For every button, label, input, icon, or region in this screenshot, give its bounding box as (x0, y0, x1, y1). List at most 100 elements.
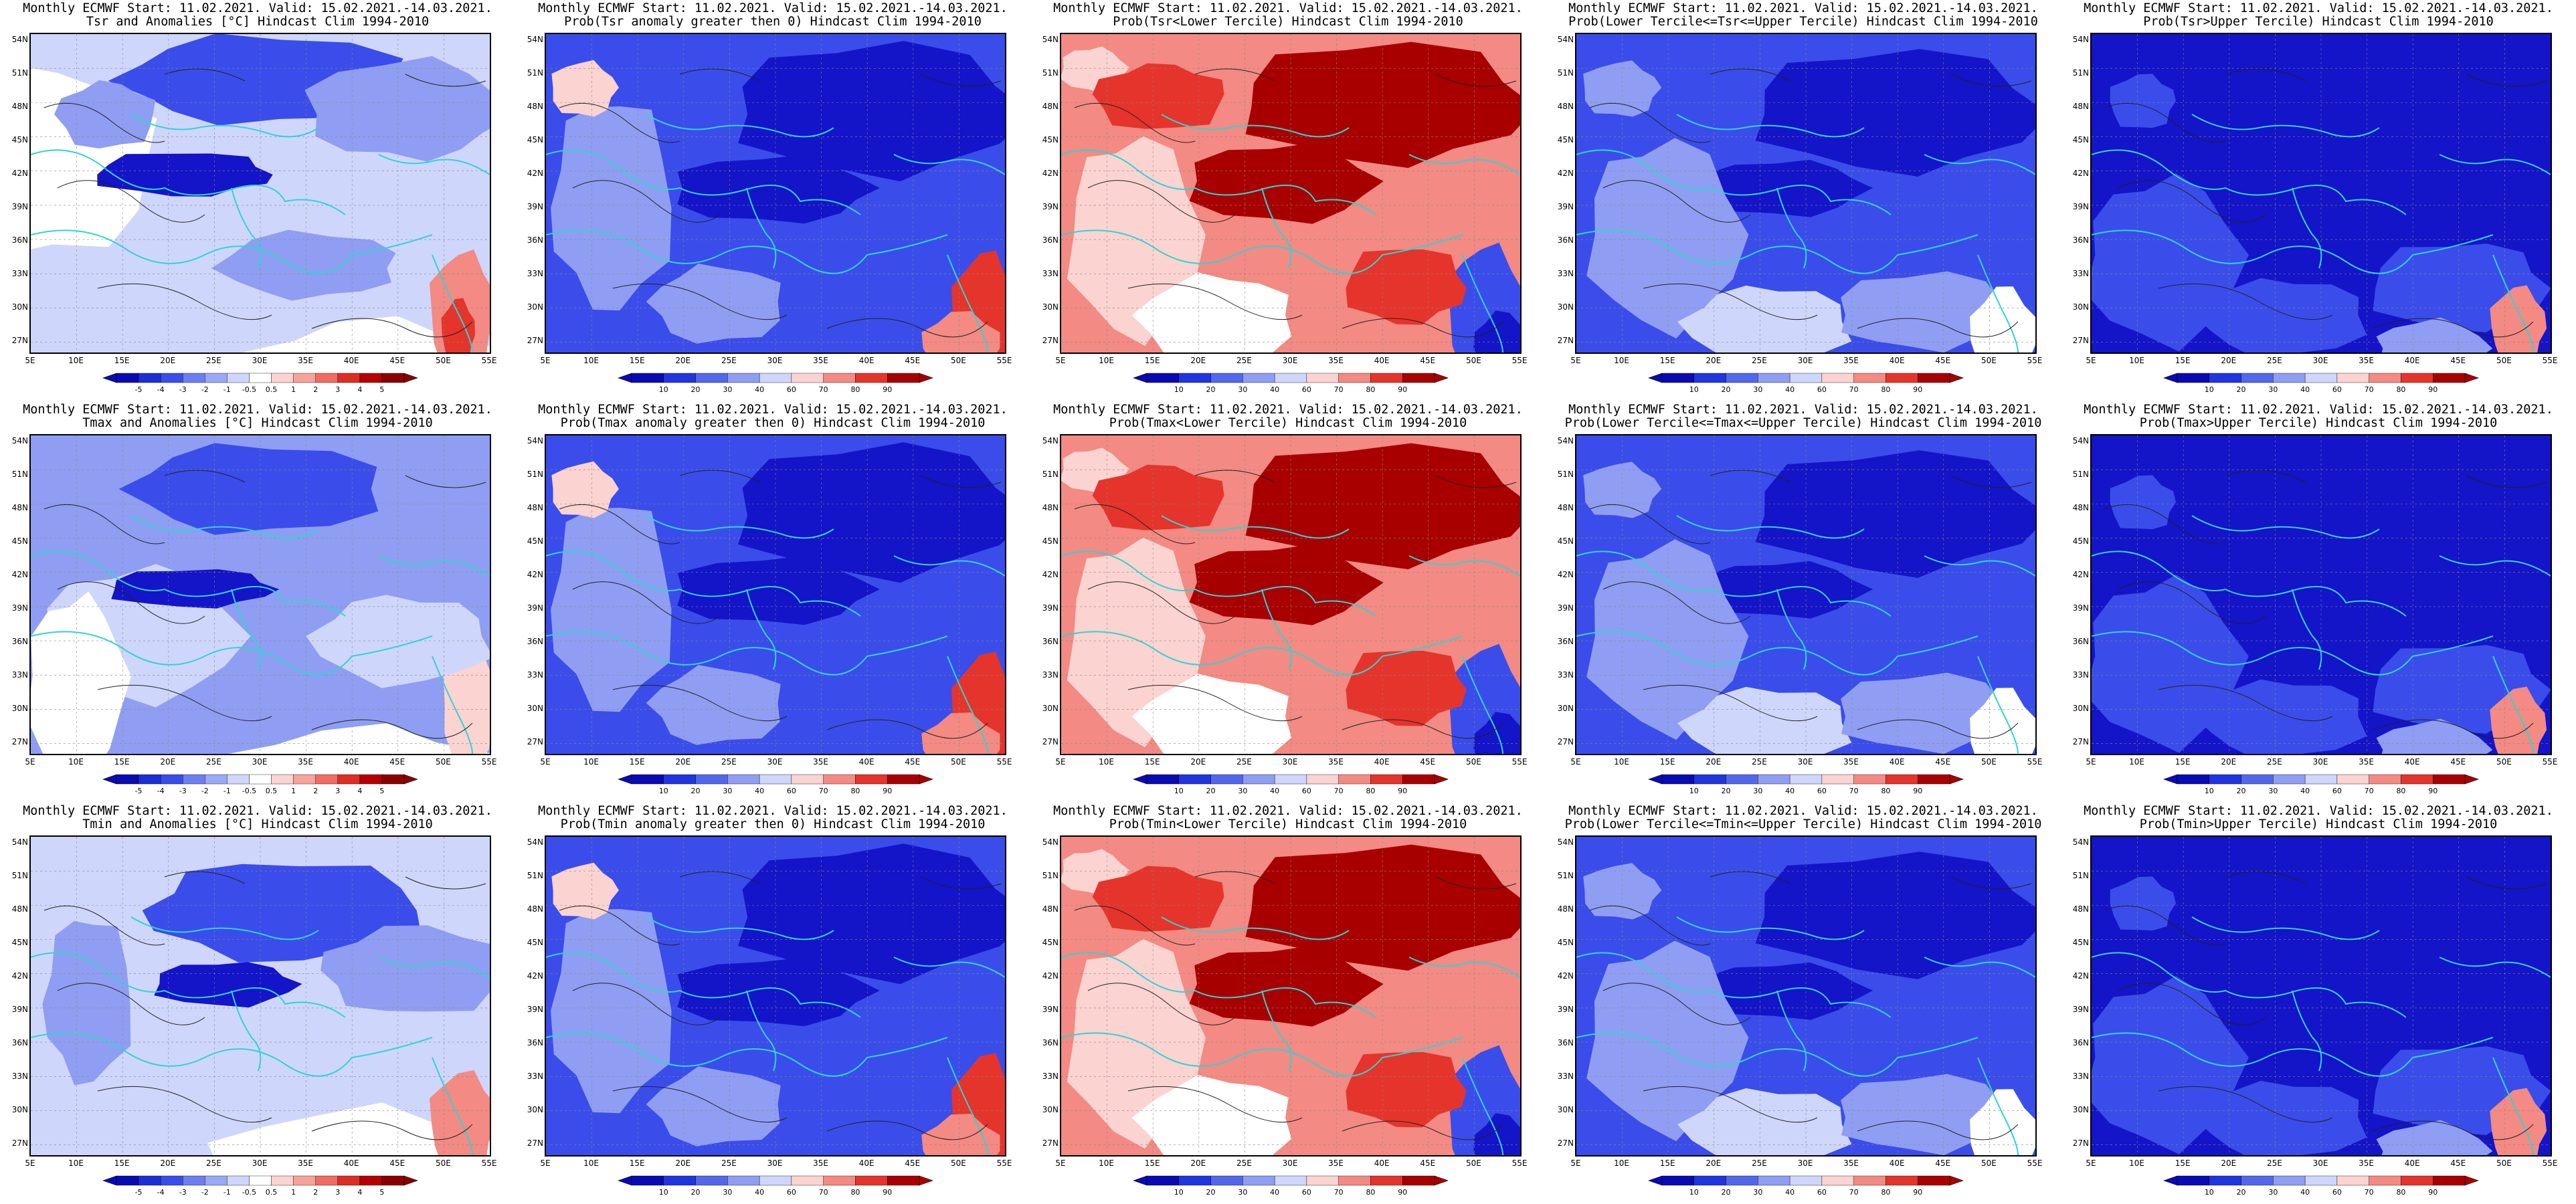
colorbar-tick-label: 4 (357, 1188, 363, 1197)
colorbar-swatch (2401, 1175, 2433, 1186)
anomaly-region (677, 556, 880, 625)
colorbar-swatch (1146, 774, 1179, 785)
latitude-label: 36N (11, 235, 28, 245)
longitude-label: 20E (1706, 1159, 1722, 1168)
anomaly-region (1583, 462, 1662, 518)
anomaly-region (1092, 464, 1224, 530)
anomaly-region (778, 722, 913, 754)
longitude-label: 40E (1889, 1159, 1905, 1168)
colorbar-tick-label: 0.5 (265, 385, 278, 394)
contour-line (559, 102, 680, 143)
colorbar-tick-label: 40 (1270, 1188, 1280, 1197)
latitude-label: 48N (1557, 904, 1574, 914)
longitude-label: 40E (343, 356, 359, 365)
colorbar-swatch (2177, 373, 2209, 383)
colorbar-swatch (791, 1175, 824, 1186)
coastline (432, 1057, 473, 1155)
latitude-label: 30N (1557, 704, 1574, 713)
anomaly-region (1131, 1075, 1292, 1155)
forecast-map (29, 835, 491, 1157)
coastline (231, 990, 262, 1072)
latitude-label: 33N (11, 670, 28, 680)
longitude-label: 10E (1099, 356, 1115, 365)
coastline (893, 154, 1005, 175)
colorbar-swatch (1243, 373, 1275, 383)
colorbar-swatch (1918, 774, 1950, 785)
longitude-label: 40E (2404, 757, 2420, 767)
colorbar-graphic (1133, 774, 1449, 785)
contour-line (679, 68, 761, 82)
longitude-label: 45E (905, 356, 921, 365)
latitude-label: 51N (527, 871, 543, 880)
contour-line (1950, 475, 2032, 488)
colorbar-swatch (183, 774, 205, 785)
panel-title-line1: Monthly ECMWF Start: 11.02.2021. Valid: … (1053, 804, 1523, 818)
latitude-label: 30N (11, 1105, 28, 1114)
colorbar-swatch (823, 1175, 856, 1186)
longitude-label: 20E (675, 1159, 691, 1168)
colorbar-swatch (160, 1175, 183, 1186)
colorbar-arrow-left (1648, 774, 1663, 785)
anomaly-region (242, 316, 490, 353)
longitude-label: 30E (2312, 1159, 2328, 1168)
latitude-label: 51N (527, 470, 543, 479)
longitude-label: 50E (2496, 356, 2512, 365)
latitude-label: 33N (11, 269, 28, 278)
colorbar-swatch (337, 774, 361, 785)
colorbar-swatch (631, 774, 664, 785)
latitude-label: 42N (1042, 971, 1059, 981)
colorbar-tick-label: 40 (755, 385, 765, 394)
longitude-label: 30E (2312, 356, 2328, 365)
contour-line (2466, 876, 2547, 890)
latitude-label: 45N (11, 536, 28, 546)
colorbar-tick-label: 10 (2204, 787, 2214, 795)
longitude-label: 40E (343, 757, 359, 767)
colorbar-tick-label: 90 (1398, 787, 1408, 795)
latitude-label: 54N (1042, 35, 1059, 44)
colorbar-tick-label: 70 (1333, 1188, 1344, 1197)
anomaly-region (551, 909, 672, 1114)
anomaly-region (228, 723, 490, 754)
map-canvas (546, 435, 1005, 754)
latitude-label: 48N (1557, 102, 1574, 111)
colorbar-tick-label: 70 (818, 385, 828, 394)
longitude-label: 15E (629, 356, 645, 365)
latitude-label: 54N (11, 35, 28, 44)
colorbar-swatch (1146, 373, 1179, 383)
colorbar-arrow-left (2163, 774, 2178, 785)
longitude-label: 30E (2312, 757, 2328, 767)
contour-line (1074, 102, 1196, 143)
contour-line (826, 719, 988, 739)
longitude-label: 15E (1144, 356, 1160, 365)
longitude-label: 10E (1099, 1159, 1115, 1168)
colorbar-tick-label: 90 (2428, 385, 2438, 394)
colorbar-graphic (1648, 774, 1964, 785)
latitude-label: 54N (1042, 436, 1059, 445)
latitude-label: 51N (11, 68, 28, 78)
colorbar-tick-label: 40 (1785, 1188, 1795, 1197)
coastline (31, 149, 346, 215)
colorbar-swatch (205, 373, 227, 383)
coastline (2092, 149, 2407, 215)
colorbar-swatch (315, 373, 338, 383)
panel-title-line2: Tmin and Anomalies [°C] Hindcast Clim 19… (82, 817, 433, 831)
colorbar-tick-label: 80 (1881, 1188, 1891, 1197)
longitude-label: 25E (1751, 757, 1767, 767)
colorbar-tick-label: 40 (2300, 1188, 2310, 1197)
colorbar-tick-label: 60 (1817, 1188, 1827, 1197)
colorbar-swatch (1789, 1175, 1823, 1186)
latitude-label: 30N (2072, 1105, 2089, 1114)
colorbar-tick-label: 30 (1238, 1188, 1248, 1197)
longitude-label: 20E (160, 757, 176, 767)
coastline (1676, 114, 1865, 138)
map-panel: Monthly ECMWF Start: 11.02.2021. Valid: … (1546, 401, 2061, 803)
longitude-label: 10E (2129, 1159, 2145, 1168)
map-canvas (1576, 435, 2035, 754)
colorbar-swatch (1402, 1175, 1435, 1186)
coastline (1576, 550, 1892, 617)
longitude-label: 40E (858, 356, 875, 365)
colorbar-tick-label: 60 (2332, 1188, 2342, 1197)
forecast-map (1060, 33, 1522, 354)
colorbar-tick-label: 20 (2236, 787, 2246, 795)
forecast-map (545, 835, 1006, 1157)
